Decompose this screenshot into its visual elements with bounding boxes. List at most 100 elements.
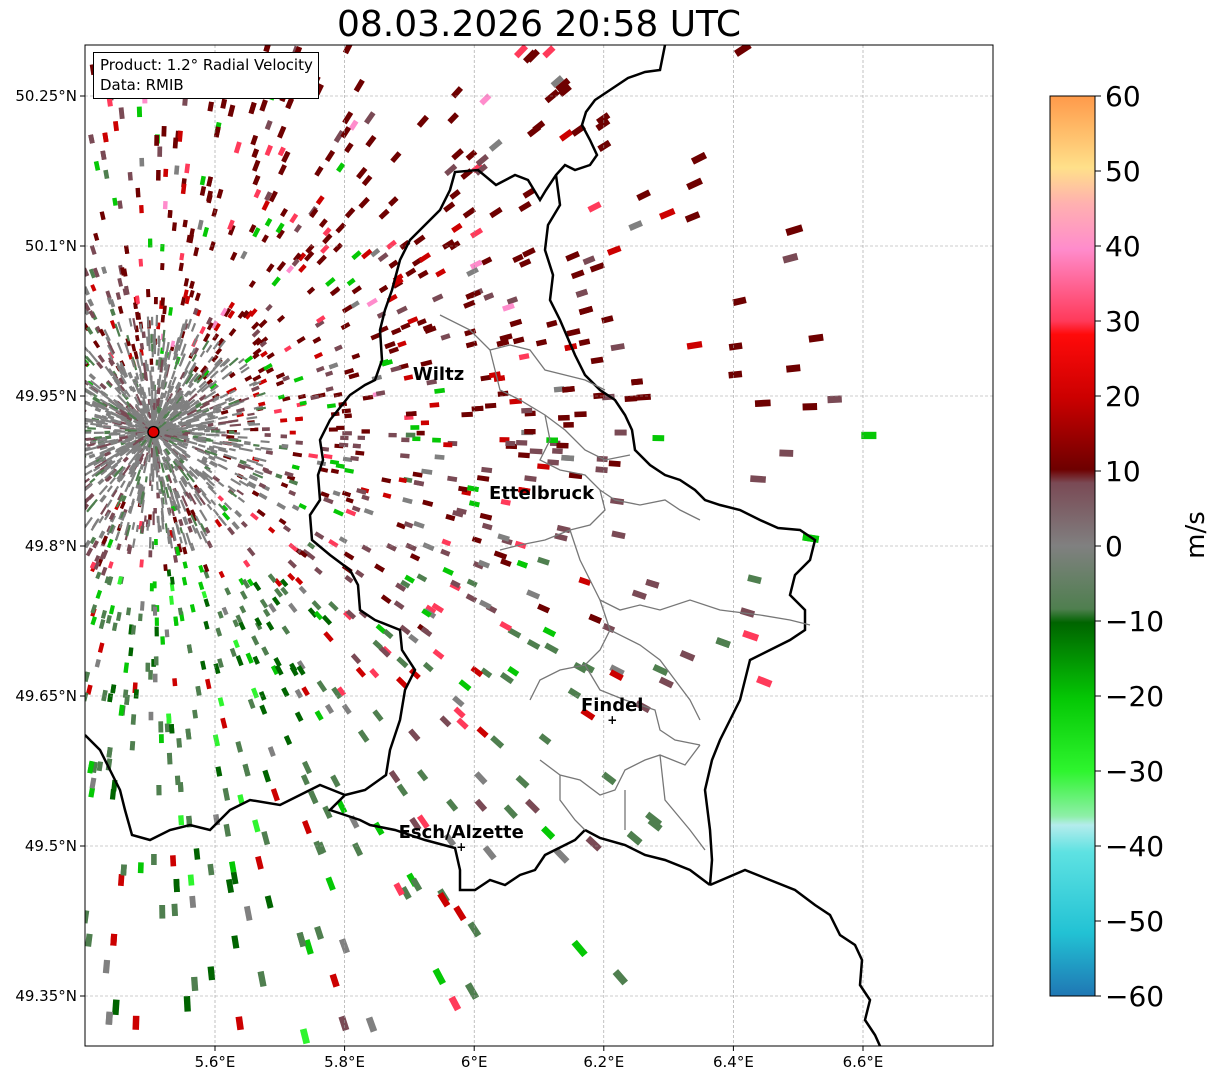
radar-echo [524, 429, 536, 435]
radar-echo [298, 585, 307, 595]
radar-echo [88, 453, 96, 459]
radar-echo [332, 242, 343, 253]
radar-echo [393, 600, 405, 610]
radar-echo [276, 314, 286, 323]
radar-echo [263, 363, 273, 371]
radar-echo [172, 402, 180, 411]
lat-tick-label: 49.95°N [15, 387, 77, 405]
radar-echo [342, 111, 354, 125]
radar-echo [344, 207, 356, 219]
radar-echo [116, 365, 124, 376]
radar-echo [422, 499, 434, 507]
radar-echo [99, 460, 109, 468]
radar-echo [252, 581, 262, 592]
radar-echo [451, 148, 464, 161]
radar-echo [331, 686, 343, 700]
radar-echo [262, 769, 271, 783]
radar-echo [179, 409, 188, 417]
radar-echo [499, 672, 514, 685]
radar-echo [462, 207, 476, 219]
radar-echo [375, 390, 386, 397]
radar-echo [201, 470, 213, 481]
radar-echo [99, 415, 109, 420]
radar-echo [124, 389, 131, 398]
radar-echo [189, 603, 196, 613]
radar-echo [176, 442, 188, 450]
radar-echo [107, 340, 116, 354]
radar-echo [416, 318, 427, 326]
radar-echo [280, 482, 289, 489]
radar-echo [270, 665, 280, 676]
radar-echo [614, 429, 627, 436]
radar-echo [151, 659, 156, 667]
radar-echo [293, 224, 302, 233]
radar-echo [396, 522, 406, 530]
radar-echo [443, 201, 456, 213]
radar-echo [160, 405, 166, 415]
radar-echo [100, 418, 112, 424]
radar-echo [119, 480, 126, 489]
radar-echo [431, 602, 445, 614]
radar-echo [108, 604, 115, 615]
radar-echo [732, 296, 747, 306]
radar-echo [296, 665, 306, 676]
radar-echo [234, 472, 248, 481]
radar-echo [336, 162, 346, 173]
radar-echo [174, 426, 183, 431]
radar-echo [99, 398, 111, 407]
radar-echo [181, 532, 188, 545]
radar-echo [94, 555, 101, 563]
radar-echo [180, 323, 185, 332]
radar-echo [107, 561, 114, 569]
radar-echo [171, 222, 177, 232]
radar-echo [252, 819, 261, 833]
radar-echo [291, 464, 300, 471]
radar-echo [133, 381, 141, 394]
radar-echo [134, 452, 141, 462]
radar-echo [196, 448, 205, 454]
radar-echo [117, 277, 123, 287]
radar-echo [381, 359, 393, 367]
radar-echo [209, 370, 219, 379]
radar-echo [343, 367, 355, 375]
radar-echo [156, 441, 163, 453]
radar-echo [382, 492, 392, 499]
radar-echo [345, 508, 357, 517]
radar-echo [585, 835, 602, 852]
radar-echo [108, 359, 114, 367]
radar-echo [121, 495, 127, 503]
radar-echo [396, 676, 409, 689]
radar-echo [85, 437, 92, 441]
radar-echo [105, 758, 113, 771]
radar-echo [163, 564, 168, 572]
radar-echo [465, 291, 476, 300]
radar-echo [223, 307, 232, 318]
radar-echo [95, 420, 108, 426]
radar-echo [113, 468, 122, 478]
radar-echo [582, 255, 596, 266]
radar-echo [130, 625, 137, 635]
radar-echo [558, 414, 570, 421]
radar-echo [180, 183, 187, 195]
radar-echo [601, 771, 617, 786]
radar-echo [159, 359, 164, 373]
radar-echo [94, 386, 105, 396]
radar-echo [399, 624, 411, 636]
radar-echo [258, 492, 268, 500]
radar-echo [390, 151, 402, 164]
radar-echo [188, 469, 199, 480]
radar-echo [157, 348, 160, 356]
radar-echo [171, 376, 177, 386]
radar-echo [164, 723, 171, 733]
radar-echo [471, 405, 484, 412]
radar-echo [544, 642, 559, 655]
radar-echo [156, 397, 161, 407]
radar-echo [205, 344, 213, 353]
radar-echo [441, 538, 452, 547]
radar-echo [191, 976, 199, 992]
radar-echo [133, 689, 139, 699]
radar-echo [200, 382, 213, 393]
radar-echo [95, 589, 103, 600]
radar-echo [236, 489, 244, 496]
radar-echo [180, 343, 187, 357]
